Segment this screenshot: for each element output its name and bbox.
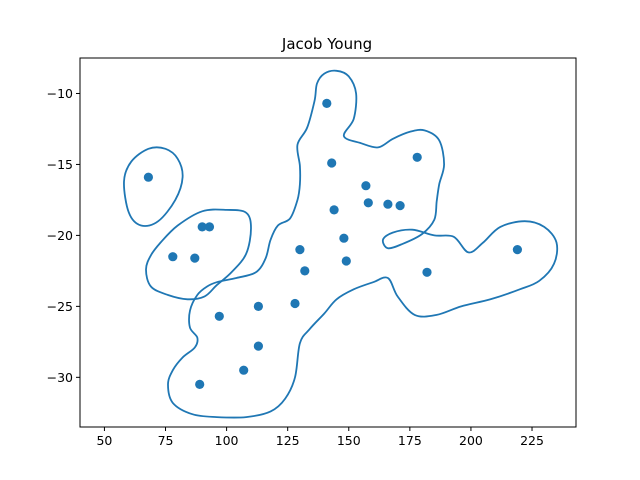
data-point: [422, 267, 432, 277]
data-point: [363, 198, 373, 208]
y-tick-label: −10: [47, 86, 73, 101]
x-tick-label: 100: [215, 433, 239, 448]
data-point: [253, 341, 263, 351]
data-point: [322, 98, 332, 108]
x-tick-label: 150: [337, 433, 361, 448]
data-point: [395, 201, 405, 211]
contour-line-3: [167, 69, 559, 419]
data-point: [512, 245, 523, 255]
data-point: [195, 379, 205, 389]
data-point: [290, 298, 300, 309]
x-tick-label: 50: [96, 433, 112, 448]
y-tick-label: −30: [47, 370, 73, 385]
data-point: [300, 266, 310, 276]
y-tick-label: −20: [47, 228, 73, 243]
data-point: [204, 222, 215, 232]
density-contour-layer: [123, 69, 559, 419]
data-points-layer: [143, 98, 523, 389]
data-point: [383, 199, 393, 209]
x-tick-label: 175: [398, 433, 422, 448]
data-point: [253, 301, 263, 311]
contour-line-1: [123, 146, 184, 227]
data-point: [214, 311, 224, 321]
axes: 50 75 100 125 150 175 200 225 −10 −15 −20 −25 −30: [47, 57, 577, 448]
data-point: [361, 181, 371, 191]
contour-line-2: [145, 208, 252, 301]
data-point: [197, 222, 207, 232]
data-point: [341, 256, 351, 266]
data-point: [329, 205, 339, 215]
data-point: [295, 245, 305, 255]
data-point: [143, 172, 153, 182]
data-point: [239, 365, 249, 375]
x-tick-label: 225: [520, 433, 544, 448]
data-point: [412, 152, 422, 162]
plot-frame: [79, 57, 577, 428]
chart-title: Jacob Young: [281, 35, 372, 53]
x-tick-label: 75: [158, 433, 174, 448]
x-tick-label: 125: [276, 433, 300, 448]
data-point: [190, 253, 200, 263]
data-point: [339, 233, 349, 243]
x-tick-label: 200: [459, 433, 483, 448]
y-tick-label: −25: [47, 299, 73, 314]
y-tick-label: −15: [47, 157, 73, 172]
data-point: [168, 252, 178, 262]
data-point: [327, 158, 337, 168]
